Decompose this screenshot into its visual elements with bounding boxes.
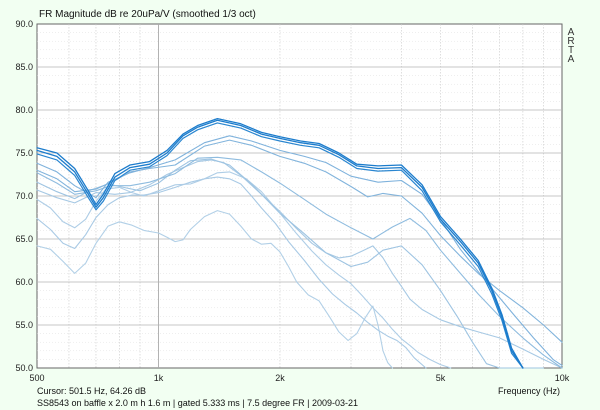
cursor-readout: Cursor: 501.5 Hz, 64.26 dB [37,386,147,396]
x-tick-label: 1k [154,373,164,383]
series-line [36,122,524,369]
watermark-letter: T [567,45,575,56]
x-axis-ticks: 500 1k 2k 5k 10k [29,373,569,383]
x-tick-label: 10k [555,373,570,383]
y-tick-label: 85.0 [15,62,33,72]
series-line [36,119,524,369]
x-tick-label: 5k [436,373,446,383]
y-axis-ticks: 90.0 85.0 80.0 75.0 70.0 65.0 60.0 55.0 50.0 [15,19,33,373]
x-tick-label: 500 [29,373,44,383]
series-line [36,176,427,369]
x-tick-label: 2k [275,373,285,383]
y-tick-label: 60.0 [15,277,33,287]
y-tick-label: 80.0 [15,105,33,115]
y-tick-label: 50.0 [15,363,33,373]
watermark-letter: A [567,27,575,38]
y-tick-label: 55.0 [15,320,33,330]
y-tick-label: 65.0 [15,234,33,244]
y-tick-label: 70.0 [15,191,33,201]
chart-title: FR Magnitude dB re 20uPa/V (smoothed 1/3… [39,9,256,20]
measurement-caption: SS8543 on baffle x 2.0 m h 1.6 m | gated… [37,398,359,408]
x-axis-label: Frequency (Hz) [497,386,560,396]
series-line [36,171,452,369]
y-tick-label: 90.0 [15,19,33,29]
series-line [36,159,563,369]
y-tick-label: 75.0 [15,148,33,158]
series-line [36,210,393,369]
watermark-letter: A [567,54,575,65]
arta-watermark: A R T A [566,27,576,65]
series-line [36,156,563,369]
watermark-letter: R [567,36,575,47]
series-line [36,117,524,369]
series-group [36,117,563,369]
